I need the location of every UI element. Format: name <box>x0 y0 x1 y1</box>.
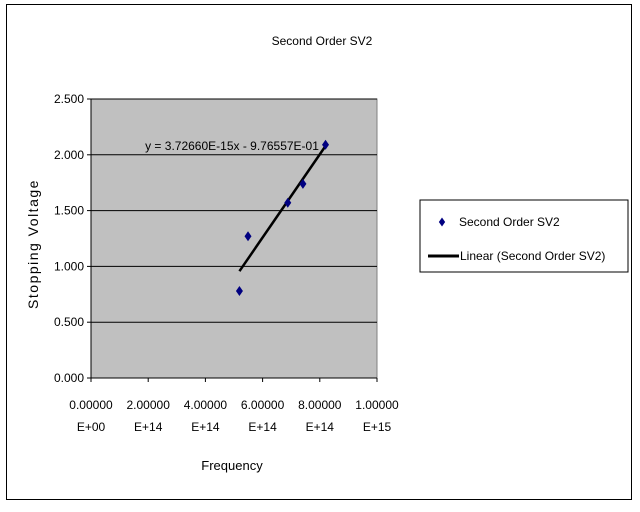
data-point-0 <box>235 285 243 296</box>
y-tick-label-3: 1.500 <box>54 204 84 218</box>
legend-marker-points <box>438 217 446 227</box>
y-tick-label-4: 2.000 <box>54 148 84 162</box>
y-tick-label-0: 0.000 <box>54 371 84 385</box>
plot-area <box>90 98 378 379</box>
y-axis-label: Stopping Voltage <box>25 179 41 309</box>
data-point-3 <box>299 178 307 189</box>
y-tick-label-1: 0.500 <box>54 315 84 329</box>
legend-label-points: Second Order SV2 <box>459 215 560 229</box>
x-tick-label-exp-1: E+14 <box>134 420 163 434</box>
legend-box <box>419 199 629 273</box>
y-tick-label-5: 2.500 <box>54 92 84 106</box>
x-tick-label-2: 4.00000 <box>184 398 228 412</box>
x-tick-label-exp-2: E+14 <box>191 420 220 434</box>
y-tick-label-2: 1.000 <box>54 259 84 273</box>
x-tick-label-1: 2.00000 <box>127 398 171 412</box>
x-tick-label-0: 0.00000 <box>69 398 113 412</box>
chart-title: Second Order SV2 <box>272 34 373 48</box>
x-tick-label-5: 1.00000 <box>355 398 399 412</box>
x-tick-label-3: 6.00000 <box>241 398 285 412</box>
legend-label-trendline: Linear (Second Order SV2) <box>460 249 605 263</box>
legend: Second Order SV2 Linear (Second Order SV… <box>419 199 629 273</box>
x-tick-label-exp-3: E+14 <box>248 420 277 434</box>
data-point-2 <box>284 197 292 208</box>
data-point-4 <box>322 139 330 150</box>
trendline-equation: y = 3.72660E-15x - 9.76557E-01 <box>145 139 319 153</box>
x-tick-label-exp-4: E+14 <box>306 420 335 434</box>
x-tick-label-4: 8.00000 <box>298 398 342 412</box>
x-tick-label-exp-0: E+00 <box>77 420 106 434</box>
x-axis-label: Frequency <box>201 458 263 473</box>
x-tick-label-exp-5: E+15 <box>363 420 392 434</box>
trendline <box>238 145 327 272</box>
data-point-1 <box>244 231 252 242</box>
